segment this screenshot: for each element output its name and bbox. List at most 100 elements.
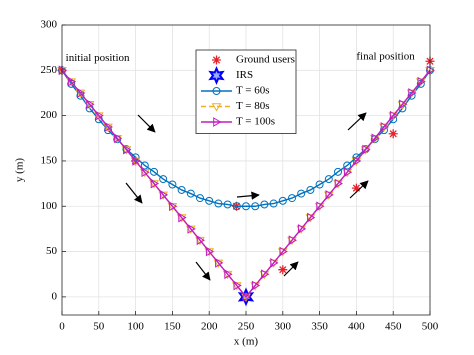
marker [132, 156, 141, 166]
arrow [349, 180, 369, 199]
marker [417, 76, 426, 87]
arrow [125, 182, 143, 204]
marker [279, 246, 288, 257]
annotation: final position [356, 50, 415, 62]
y-tick-label: 0 [52, 290, 58, 302]
marker [242, 202, 250, 211]
marker [213, 117, 222, 127]
marker [315, 180, 324, 189]
marker [141, 167, 150, 178]
marker [186, 189, 195, 198]
y-tick-label: 300 [41, 19, 58, 31]
marker [205, 196, 214, 205]
marker [260, 200, 269, 209]
marker [123, 144, 132, 155]
x-tick-label: 450 [385, 321, 402, 333]
x-tick-label: 0 [59, 321, 65, 333]
marker [242, 292, 251, 302]
marker [212, 87, 221, 95]
arrow [347, 112, 367, 131]
x-tick-label: 500 [422, 321, 439, 333]
marker [187, 224, 196, 234]
marker [399, 99, 408, 110]
marker [77, 88, 86, 98]
marker [169, 201, 178, 212]
marker [278, 265, 288, 275]
legend-label: IRS [236, 69, 253, 81]
marker [223, 200, 232, 209]
arrow [137, 114, 156, 133]
marker [388, 129, 398, 139]
marker [325, 190, 334, 200]
legend-label: T = 100s [236, 116, 275, 128]
marker [159, 175, 168, 184]
marker [104, 122, 113, 132]
arrow [236, 191, 260, 200]
y-tick-label: 200 [41, 109, 58, 121]
axes-box [61, 24, 431, 316]
marker [67, 76, 77, 87]
marker [351, 183, 361, 193]
marker [177, 185, 186, 194]
marker [297, 189, 306, 198]
marker [212, 55, 221, 65]
marker [324, 175, 333, 184]
marker [306, 185, 315, 194]
marker [389, 110, 399, 121]
plot-area [57, 56, 435, 307]
marker [416, 79, 425, 88]
marker [208, 66, 225, 85]
y-tick-label: 50 [46, 245, 58, 257]
arrows [125, 112, 369, 281]
x-tick-label: 100 [127, 321, 144, 333]
marker [205, 246, 215, 257]
x-tick-label: 150 [164, 321, 181, 333]
x-axis-label: x (m) [234, 336, 258, 348]
marker [178, 212, 187, 223]
legend-label: T = 60s [236, 85, 270, 97]
arrow [195, 261, 211, 281]
marker [196, 235, 205, 246]
marker [270, 258, 279, 268]
arrow [283, 261, 299, 277]
x-tick-label: 200 [201, 321, 218, 333]
x-tick-label: 50 [93, 321, 105, 333]
marker [113, 133, 123, 144]
marker [288, 194, 296, 203]
marker [58, 65, 67, 76]
marker [334, 178, 343, 189]
y-tick-label: 250 [41, 64, 58, 76]
marker [232, 202, 241, 211]
legend-label: T = 80s [236, 100, 270, 112]
marker [211, 103, 222, 112]
marker [150, 178, 159, 189]
marker [371, 133, 380, 144]
marker [316, 201, 325, 212]
marker [353, 156, 362, 166]
marker [278, 196, 287, 205]
marker [95, 110, 104, 121]
marker [214, 199, 223, 208]
legend: Ground users IRS T = 60s T = 80s T = 100s [195, 49, 297, 134]
marker [251, 202, 260, 211]
marker [196, 194, 204, 203]
x-tick-label: 350 [311, 321, 328, 333]
marker [233, 280, 242, 291]
x-tick-label: 300 [275, 321, 292, 333]
marker [426, 65, 435, 76]
y-tick-label: 150 [41, 154, 58, 166]
marker [297, 224, 307, 234]
marker [362, 144, 371, 155]
marker [251, 280, 261, 291]
x-tick-label: 400 [348, 321, 365, 333]
marker [67, 79, 76, 88]
marker [215, 258, 224, 268]
marker [408, 88, 417, 98]
marker [334, 167, 342, 176]
legend-label: Ground users [236, 54, 295, 66]
series [58, 65, 435, 302]
marker [150, 167, 158, 176]
marker [343, 167, 353, 178]
y-tick-label: 100 [41, 200, 58, 212]
